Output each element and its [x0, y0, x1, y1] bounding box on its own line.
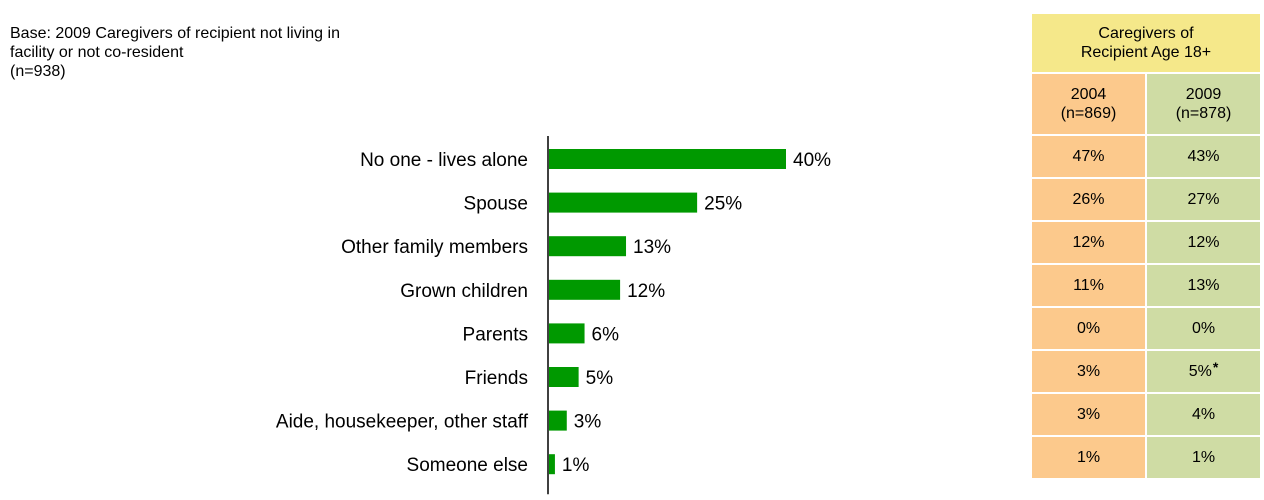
cell-2004: 0%	[1032, 308, 1145, 349]
bar	[549, 279, 621, 300]
base-note: Base: 2009 Caregivers of recipient not l…	[10, 24, 530, 81]
bar	[549, 192, 698, 213]
value-label: 40%	[793, 150, 831, 171]
cell-2009: 5% *	[1147, 351, 1260, 392]
cell-2009-value: 1%	[1191, 448, 1216, 466]
cell-2009-value: 12%	[1187, 233, 1220, 251]
table-row: 0% 0%	[1032, 308, 1260, 349]
table-header-line: Recipient Age 18+	[1080, 44, 1212, 61]
base-note-line: facility or not co-resident	[10, 44, 184, 61]
sample-size: (n=878)	[1175, 105, 1232, 122]
category-label: Parents	[463, 324, 528, 345]
bar	[549, 149, 786, 169]
cell-2009: 4%	[1147, 394, 1260, 435]
cell-2009-value: 5%	[1188, 362, 1212, 380]
bar	[549, 367, 579, 387]
year-label: 2009	[1185, 86, 1222, 103]
significance-marker: *	[1212, 358, 1219, 375]
base-note-line: Base: 2009 Caregivers of recipient not l…	[10, 25, 340, 42]
table-row: 3% 4%	[1032, 394, 1260, 435]
year-header-2009: 2009 (n=878)	[1147, 74, 1260, 134]
table-body: 47% 43% 26% 27% 12% 12% 11% 13% 0% 0% 3% 5% * 3% 4% 1% 1…	[1032, 136, 1260, 478]
value-label: 1%	[562, 455, 590, 476]
table-row: 11% 13%	[1032, 265, 1260, 306]
value-label: 3%	[574, 412, 602, 433]
table-row: 1% 1%	[1032, 437, 1260, 478]
table-header: Caregivers of Recipient Age 18+	[1032, 14, 1260, 72]
cell-2009-value: 4%	[1191, 405, 1216, 423]
cell-2009: 13%	[1147, 265, 1260, 306]
value-label: 12%	[627, 281, 665, 302]
table-row: 12% 12%	[1032, 222, 1260, 263]
year-label: 2004	[1070, 86, 1107, 103]
table-row: 3% 5% *	[1032, 351, 1260, 392]
cell-2009-value: 13%	[1187, 276, 1220, 294]
table-header-line: Caregivers of	[1098, 25, 1194, 42]
bar-chart: No one - lives alone 40% Spouse 25% Other fa…	[276, 136, 831, 495]
bar	[549, 454, 555, 475]
base-note-line: (n=938)	[10, 63, 66, 80]
bar	[549, 236, 627, 257]
value-label: 13%	[633, 237, 671, 258]
category-label: Friends	[465, 368, 528, 389]
cell-2004: 11%	[1032, 265, 1145, 306]
table-row: 26% 27%	[1032, 179, 1260, 220]
cell-2004: 1%	[1032, 437, 1145, 478]
comparison-table: Caregivers of Recipient Age 18+ 2004 (n=…	[1032, 14, 1260, 478]
value-label: 25%	[704, 194, 742, 215]
cell-2009-value: 0%	[1191, 319, 1216, 337]
bar	[549, 410, 567, 431]
category-label: Spouse	[464, 194, 528, 215]
cell-2009: 27%	[1147, 179, 1260, 220]
category-label: Someone else	[407, 455, 528, 476]
category-label: Other family members	[341, 237, 528, 258]
bar	[549, 323, 585, 344]
cell-2009: 1%	[1147, 437, 1260, 478]
cell-2009-value: 43%	[1187, 147, 1220, 165]
cell-2009: 43%	[1147, 136, 1260, 177]
cell-2004: 47%	[1032, 136, 1145, 177]
cell-2009: 12%	[1147, 222, 1260, 263]
value-label: 6%	[592, 324, 620, 345]
category-label: Aide, housekeeper, other staff	[276, 412, 529, 433]
sample-size: (n=869)	[1060, 105, 1117, 122]
cell-2004: 3%	[1032, 394, 1145, 435]
year-header-2004: 2004 (n=869)	[1032, 74, 1145, 134]
cell-2004: 26%	[1032, 179, 1145, 220]
cell-2009: 0%	[1147, 308, 1260, 349]
cell-2009-value: 27%	[1187, 190, 1220, 208]
category-label: Grown children	[400, 281, 528, 302]
cell-2004: 12%	[1032, 222, 1145, 263]
table-row: 47% 43%	[1032, 136, 1260, 177]
value-label: 5%	[586, 368, 614, 389]
cell-2004: 3%	[1032, 351, 1145, 392]
year-header-row: 2004 (n=869) 2009 (n=878)	[1032, 74, 1260, 134]
category-label: No one - lives alone	[360, 150, 528, 171]
